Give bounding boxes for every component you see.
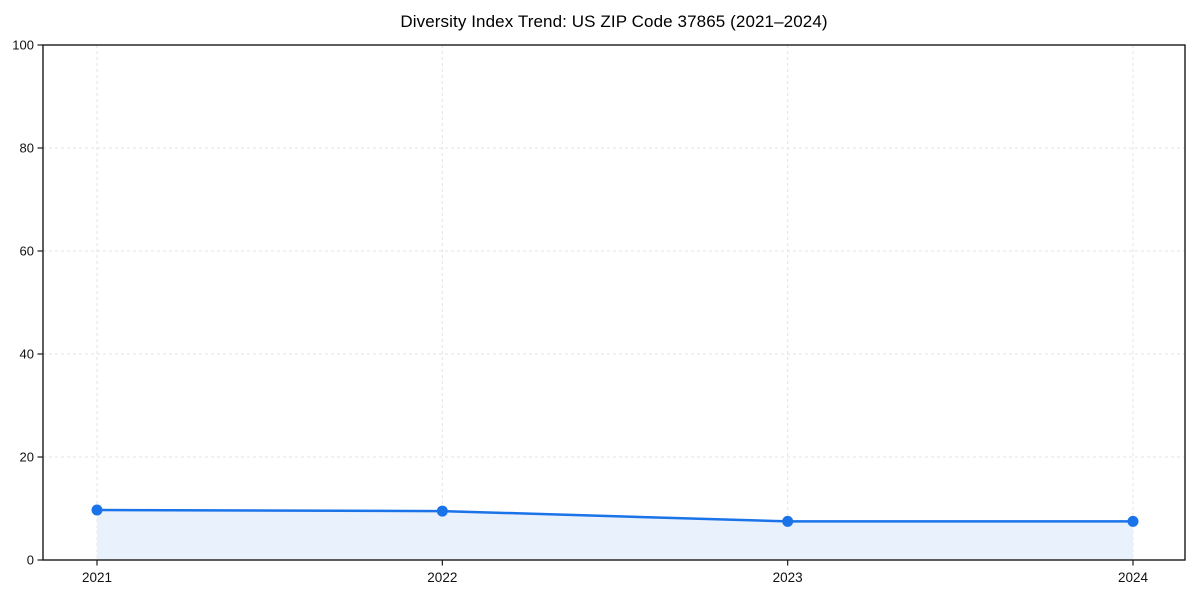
y-tick-label: 60 <box>20 244 34 259</box>
y-tick-label: 40 <box>20 347 34 362</box>
x-tick-label: 2024 <box>1118 570 1149 585</box>
axis-border <box>42 44 1186 561</box>
chart-title: Diversity Index Trend: US ZIP Code 37865… <box>400 12 828 31</box>
trend-line <box>95 508 1135 523</box>
y-tick-label: 20 <box>20 450 34 465</box>
data-point-2022 <box>436 505 448 517</box>
y-tick-label: 100 <box>12 38 34 53</box>
x-tick-label: 2023 <box>773 570 803 585</box>
x-tick-label: 2021 <box>82 570 112 585</box>
data-point-2021 <box>91 504 103 516</box>
y-tick-label: 0 <box>27 553 34 568</box>
x-tick-label: 2022 <box>427 570 457 585</box>
y-tick-label: 80 <box>20 141 34 156</box>
area-fill <box>97 510 1133 560</box>
data-point-2024 <box>1127 515 1139 527</box>
data-point-2023 <box>782 515 794 527</box>
